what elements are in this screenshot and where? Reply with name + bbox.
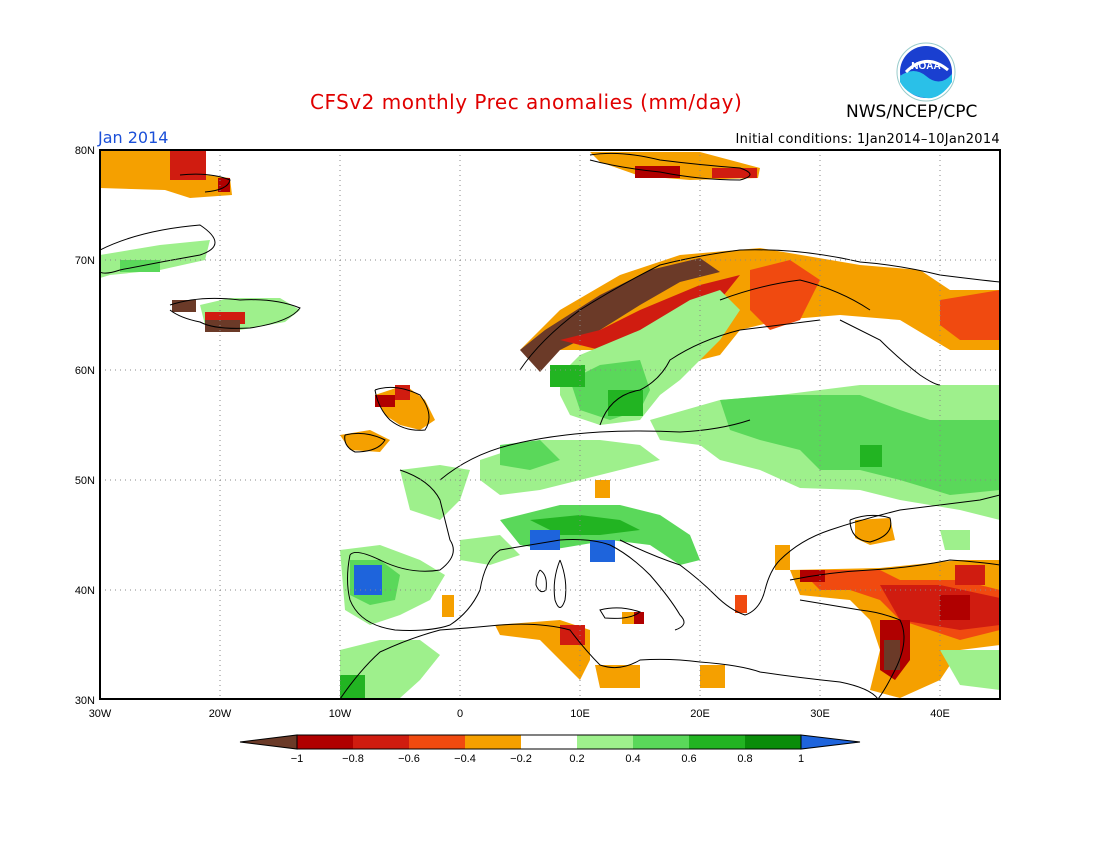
legend-swatch-high-arrow bbox=[801, 735, 860, 749]
legend-label: 0.6 bbox=[681, 753, 696, 765]
legend-swatch bbox=[689, 735, 745, 749]
legend-swatch-low-arrow bbox=[240, 735, 297, 749]
initial-conditions: Initial conditions: 1Jan2014–10Jan2014 bbox=[735, 132, 1000, 147]
anomaly-shading bbox=[100, 150, 1000, 699]
legend-label: 1 bbox=[798, 753, 804, 765]
lat-lon-grid bbox=[100, 150, 1000, 699]
lon-label: 30W bbox=[89, 708, 112, 720]
legend-label: −0.8 bbox=[342, 753, 364, 765]
lon-label: 0 bbox=[457, 708, 463, 720]
legend-swatch bbox=[633, 735, 689, 749]
legend-swatch bbox=[745, 735, 801, 749]
lat-label: 80N bbox=[75, 145, 95, 157]
lon-label: 10W bbox=[329, 708, 352, 720]
legend-swatch bbox=[521, 735, 577, 749]
legend-label: −1 bbox=[291, 753, 304, 765]
lon-label: 30E bbox=[810, 708, 830, 720]
lat-label: 70N bbox=[75, 255, 95, 267]
forecast-month: Jan 2014 bbox=[98, 128, 169, 147]
map-title: CFSv2 monthly Prec anomalies (mm/day) bbox=[310, 90, 743, 114]
legend-label: 0.4 bbox=[625, 753, 640, 765]
legend-label: −0.2 bbox=[510, 753, 532, 765]
lat-label: 40N bbox=[75, 585, 95, 597]
lat-label: 30N bbox=[75, 695, 95, 707]
lon-labels: 30W 20W 10W 0 10E 20E 30E 40E bbox=[89, 708, 950, 720]
lon-label: 20E bbox=[690, 708, 710, 720]
legend-label: −0.6 bbox=[398, 753, 420, 765]
lat-label: 60N bbox=[75, 365, 95, 377]
legend-label: 0.8 bbox=[737, 753, 752, 765]
lon-label: 20W bbox=[209, 708, 232, 720]
lon-label: 10E bbox=[570, 708, 590, 720]
lon-label: 40E bbox=[930, 708, 950, 720]
noaa-logo: NOAA bbox=[896, 42, 956, 102]
lat-label: 50N bbox=[75, 475, 95, 487]
legend-swatch bbox=[297, 735, 353, 749]
logo-text: NOAA bbox=[911, 61, 940, 72]
legend-swatch bbox=[353, 735, 409, 749]
legend-label: −0.4 bbox=[454, 753, 476, 765]
map-frame bbox=[99, 149, 1001, 700]
agency-label: NWS/NCEP/CPC bbox=[846, 102, 978, 122]
legend-swatch bbox=[465, 735, 521, 749]
lat-labels: 80N 70N 60N 50N 40N 30N bbox=[75, 145, 95, 707]
legend-label: 0.2 bbox=[569, 753, 584, 765]
legend-swatch bbox=[409, 735, 465, 749]
legend-swatch bbox=[577, 735, 633, 749]
color-legend bbox=[239, 734, 861, 750]
legend-labels: −1 −0.8 −0.6 −0.4 −0.2 0.2 0.4 0.6 0.8 1 bbox=[291, 753, 804, 765]
